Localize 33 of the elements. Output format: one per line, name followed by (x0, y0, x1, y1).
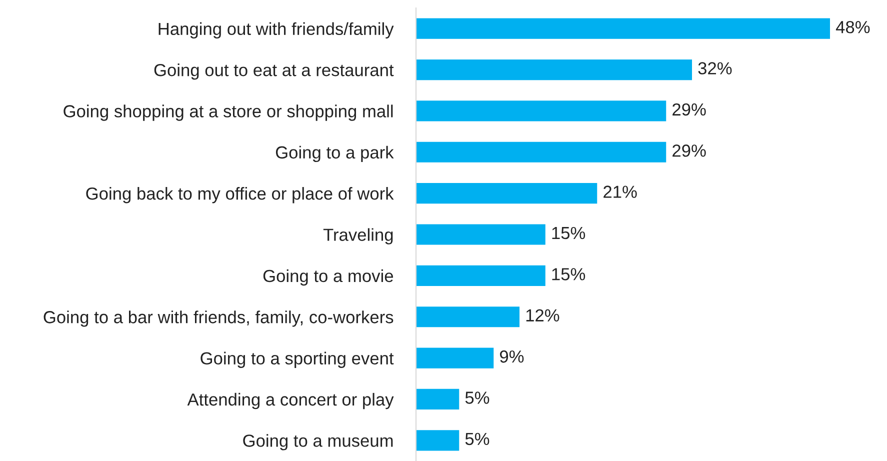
bar (416, 388, 460, 410)
data-label: 15% (552, 226, 586, 240)
data-label: 29% (672, 144, 706, 157)
y-tick-label: Attending a concert or play (187, 392, 394, 410)
y-tick-label: Hanging out with friends/family (158, 22, 394, 38)
y-tick-label: Going to a movie (263, 269, 394, 286)
bar (416, 224, 546, 245)
data-label: 9% (500, 350, 524, 363)
bar (416, 430, 460, 451)
y-tick-label: Going shopping at a store or shopping mall (64, 104, 393, 121)
data-label: 29% (672, 103, 706, 116)
bar (416, 59, 692, 80)
data-label: 32% (698, 62, 732, 74)
y-tick-label: Going to a park (276, 146, 394, 162)
bar (416, 348, 494, 368)
y-tick-label: Going out to eat at a restaurant (154, 63, 394, 80)
y-tick-label: Going to a bar with friends, family, co-workers (44, 310, 394, 327)
y-tick-label: Going to a sporting event (200, 352, 394, 368)
data-label: 12% (526, 309, 560, 322)
bar (416, 18, 830, 39)
data-label: 21% (604, 186, 637, 198)
y-tick-label: Going to a museum (243, 434, 393, 450)
y-tick-label: Going back to my office or place of work (86, 187, 394, 204)
data-label: 48% (836, 20, 870, 34)
bar (416, 183, 598, 204)
bar (416, 142, 666, 162)
bar (416, 265, 546, 286)
data-label: 15% (552, 268, 586, 280)
data-label: 5% (465, 432, 490, 446)
bar (416, 306, 520, 328)
data-label: 5% (465, 392, 490, 404)
bar (416, 100, 666, 122)
y-tick-label: Traveling (323, 228, 393, 244)
